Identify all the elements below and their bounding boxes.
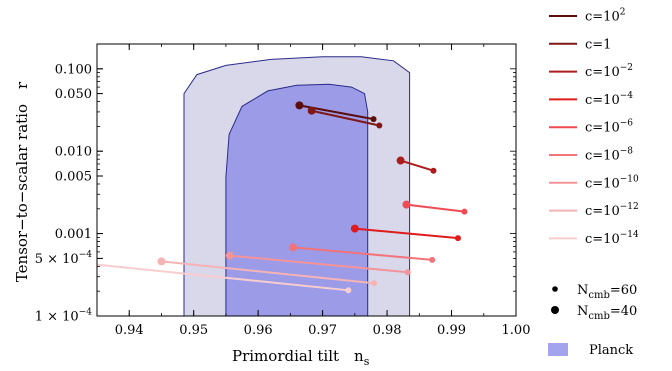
x-tick-label: 0.94 bbox=[115, 323, 144, 338]
series-1 bbox=[307, 106, 383, 129]
x-tick-label: 1.00 bbox=[502, 323, 531, 338]
series-line bbox=[400, 159, 434, 172]
y-axis-label: Tensor−to−scalar ratio r bbox=[13, 81, 31, 282]
series-line bbox=[161, 260, 375, 285]
point-n60 bbox=[376, 122, 383, 129]
point-n60 bbox=[430, 167, 437, 174]
x-tick-label: 0.96 bbox=[244, 323, 273, 338]
legend-item-0: c=102 bbox=[549, 8, 625, 25]
series-7 bbox=[157, 257, 378, 287]
x-tick-label: 0.97 bbox=[308, 323, 337, 338]
series-line bbox=[406, 203, 465, 213]
legend-item-1: c=1 bbox=[549, 37, 611, 52]
x-tick-label: 0.98 bbox=[373, 323, 402, 338]
point-n60 bbox=[371, 280, 378, 287]
legend-item-5: c=10−8 bbox=[549, 147, 633, 164]
y-tick-label: 5 × 10−4 bbox=[35, 250, 93, 267]
series-line bbox=[229, 254, 408, 274]
legend-label: c=10−8 bbox=[585, 147, 633, 164]
series-4 bbox=[402, 200, 468, 215]
legend-label: c=10−6 bbox=[585, 119, 633, 136]
plot-frame bbox=[96, 43, 517, 317]
point-n40 bbox=[225, 251, 234, 260]
series-line bbox=[311, 109, 380, 127]
series-5 bbox=[288, 243, 436, 263]
legend-label: c=102 bbox=[585, 8, 625, 25]
legend-label: c=10−12 bbox=[585, 202, 639, 219]
point-n60 bbox=[370, 116, 377, 123]
point-n40 bbox=[307, 106, 316, 115]
legend-item-8: c=10−14 bbox=[549, 230, 639, 247]
series-3 bbox=[350, 224, 461, 242]
legend-label: c=10−4 bbox=[585, 91, 633, 108]
y-tick-label: 0.050 bbox=[55, 87, 92, 102]
legend-item-2: c=10−2 bbox=[549, 63, 633, 80]
legend-label: c=10−10 bbox=[585, 174, 639, 191]
legend-item-4: c=10−6 bbox=[549, 119, 633, 136]
legend-planck-label: Planck bbox=[589, 343, 633, 358]
point-n60 bbox=[429, 256, 436, 263]
legend-marker-label: Ncmb=40 bbox=[577, 304, 637, 322]
series-2 bbox=[396, 156, 437, 174]
point-n60 bbox=[461, 208, 468, 215]
model-series bbox=[97, 101, 468, 294]
legend-marker-dot bbox=[552, 286, 558, 292]
point-n60 bbox=[345, 287, 352, 294]
x-tick-label: 0.95 bbox=[179, 323, 208, 338]
series-line bbox=[97, 263, 349, 292]
point-n40 bbox=[288, 243, 297, 252]
x-axis-label: Primordial tilt ns bbox=[232, 347, 370, 368]
legend-item-6: c=10−10 bbox=[549, 174, 639, 191]
legend-marker-label: Ncmb=60 bbox=[577, 283, 637, 301]
point-n40 bbox=[396, 156, 405, 165]
x-tick-label: 0.99 bbox=[437, 323, 466, 338]
y-tick-label: 1 × 10−4 bbox=[35, 308, 93, 325]
series-8 bbox=[97, 263, 352, 294]
legend-planck: Planck bbox=[548, 343, 633, 358]
legend-marker-dot bbox=[551, 306, 559, 314]
y-tick-label: 0.010 bbox=[55, 145, 92, 160]
point-n40 bbox=[295, 101, 304, 110]
point-n40 bbox=[350, 224, 359, 233]
y-tick-label: 0.100 bbox=[55, 62, 92, 77]
legend-label: c=1 bbox=[585, 37, 611, 52]
legend-item-3: c=10−4 bbox=[549, 91, 633, 108]
legend-label: c=10−14 bbox=[585, 230, 639, 247]
point-n60 bbox=[404, 269, 411, 276]
legend-item-7: c=10−12 bbox=[549, 202, 639, 219]
y-tick-label: 0.005 bbox=[55, 170, 92, 185]
point-n40 bbox=[157, 257, 166, 266]
axis-ticks: 0.94 0.95 0.96 0.97 0.98 0.99 1.00 0.100 0.050 0.… bbox=[35, 43, 531, 338]
legend-marker-40: Ncmb=40 bbox=[551, 304, 637, 322]
legend-marker-60: Ncmb=60 bbox=[552, 283, 637, 301]
legend-planck-swatch bbox=[548, 343, 568, 356]
y-tick-label: 0.001 bbox=[55, 227, 92, 242]
series-line bbox=[354, 227, 459, 240]
legend-label: c=10−2 bbox=[585, 63, 633, 80]
series-line bbox=[292, 246, 433, 261]
legend: c=102 c=1 c=10−2 c=10−4 c=10−6 c=10−8 c=10−10 c… bbox=[548, 8, 639, 358]
point-n40 bbox=[402, 200, 411, 209]
series-6 bbox=[225, 251, 411, 276]
point-n60 bbox=[454, 235, 461, 242]
